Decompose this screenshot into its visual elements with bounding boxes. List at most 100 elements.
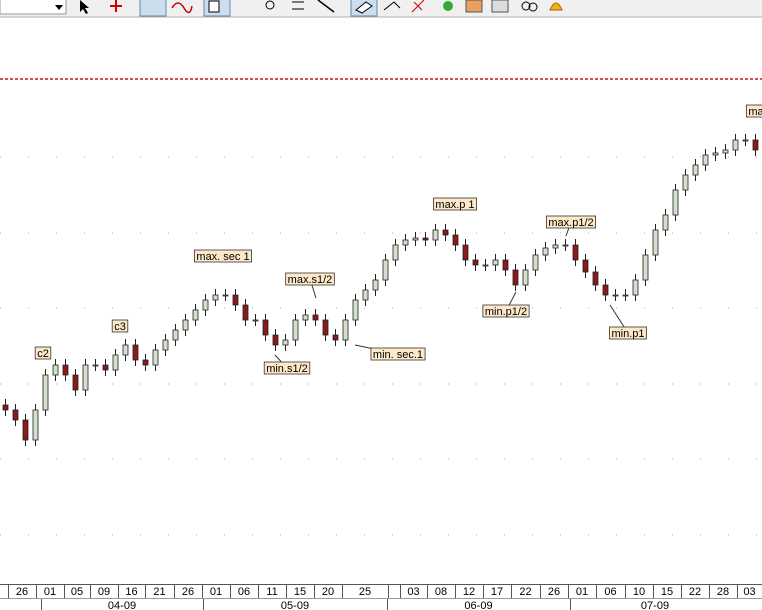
candle-body (442, 229, 449, 236)
candle-body (62, 364, 69, 376)
candle-body (452, 234, 459, 246)
candle-body (542, 247, 549, 256)
tool-e[interactable] (491, 0, 509, 13)
info-icon (208, 0, 220, 13)
day-label: 22 (519, 586, 531, 598)
tool-d[interactable] (465, 0, 483, 13)
annotation: c2 (37, 348, 49, 360)
day-label: 16 (125, 586, 137, 598)
candle-body (662, 214, 669, 231)
annotation: min.p1/2 (485, 306, 527, 318)
candle-body (692, 164, 699, 176)
candle-body (332, 334, 339, 341)
candle-body (482, 264, 489, 267)
wave-tool[interactable] (171, 2, 193, 14)
grid-tool[interactable] (139, 0, 167, 17)
month-label: 04-09 (108, 600, 136, 610)
candle-body (232, 294, 239, 306)
annotation-box (263, 361, 311, 375)
annotation: c3 (114, 321, 126, 333)
day-label: 05 (71, 586, 83, 598)
annotation-box (370, 347, 426, 361)
annotation-box (433, 197, 477, 211)
tool-a[interactable] (383, 1, 401, 11)
candle-body (632, 279, 639, 296)
candle-body (382, 259, 389, 281)
month-label: 06-09 (464, 600, 492, 610)
annotation-box (111, 319, 129, 333)
ratio-tool[interactable] (292, 1, 304, 10)
candle-body (272, 334, 279, 346)
annotation: max.p1/2 (548, 217, 593, 229)
line-tool[interactable] (317, 0, 335, 13)
day-label: 25 (359, 586, 371, 598)
candle-body (92, 364, 99, 367)
candle-body (82, 364, 89, 391)
candle-body (22, 419, 29, 441)
candle-body (432, 229, 439, 241)
candle-body (262, 319, 269, 336)
candle-body (102, 364, 109, 371)
annotation: max. sec 1 (196, 251, 249, 263)
month-label: 05-09 (281, 600, 309, 610)
toolbar (0, 0, 762, 18)
alert-tool[interactable] (549, 2, 563, 11)
annotation-box (285, 272, 335, 286)
candle-body (342, 319, 349, 341)
candle-body (172, 329, 179, 341)
zoom-tool[interactable] (265, 0, 275, 10)
day-label: 21 (153, 586, 165, 598)
day-label: 10 (633, 586, 645, 598)
tool-c[interactable] (443, 1, 453, 11)
candle-body (592, 271, 599, 286)
candle-body (162, 339, 169, 351)
candle-body (552, 244, 559, 249)
day-label: 22 (689, 586, 701, 598)
axis-bg (0, 584, 762, 610)
tool-f[interactable] (521, 1, 531, 11)
dropdown-arrow (55, 5, 63, 10)
day-label: 06 (604, 586, 616, 598)
annotation-box (34, 346, 52, 360)
candle-body (32, 409, 39, 441)
day-label: 01 (210, 586, 222, 598)
dropdown[interactable] (0, 0, 67, 15)
candle-body (752, 139, 759, 151)
tool-b[interactable] (411, 0, 425, 13)
candle-body (242, 304, 249, 321)
candle-body (732, 139, 739, 151)
candle-body (222, 294, 229, 297)
annotation: ma (748, 106, 762, 118)
candle-body (412, 237, 419, 241)
candle-body (712, 152, 719, 156)
candle-body (182, 319, 189, 331)
day-label: 26 (548, 586, 560, 598)
candle-body (582, 259, 589, 273)
candle-body (502, 259, 509, 271)
cross-tool[interactable] (110, 0, 122, 12)
annotation: min.p1 (611, 328, 644, 340)
candle-body (192, 309, 199, 321)
candle-body (512, 269, 519, 286)
candle-body (462, 244, 469, 261)
annotation-box (609, 326, 647, 340)
pointer-tool[interactable] (80, 0, 89, 14)
candle-body (532, 254, 539, 271)
candle-body (312, 314, 319, 321)
candle-body (132, 344, 139, 361)
day-label: 11 (266, 586, 277, 598)
candle-body (42, 374, 49, 411)
candle-body (722, 149, 729, 154)
candle-body (642, 254, 649, 281)
candle-body (562, 244, 569, 247)
annotation: max.s1/2 (288, 274, 333, 286)
day-label: 09 (98, 586, 110, 598)
candle-body (672, 189, 679, 216)
candle-body (702, 154, 709, 166)
day-label: 15 (294, 586, 306, 598)
candle-body (572, 244, 579, 261)
day-label: 26 (16, 586, 28, 598)
day-label: 01 (576, 586, 588, 598)
toolbar-bg (0, 0, 762, 17)
